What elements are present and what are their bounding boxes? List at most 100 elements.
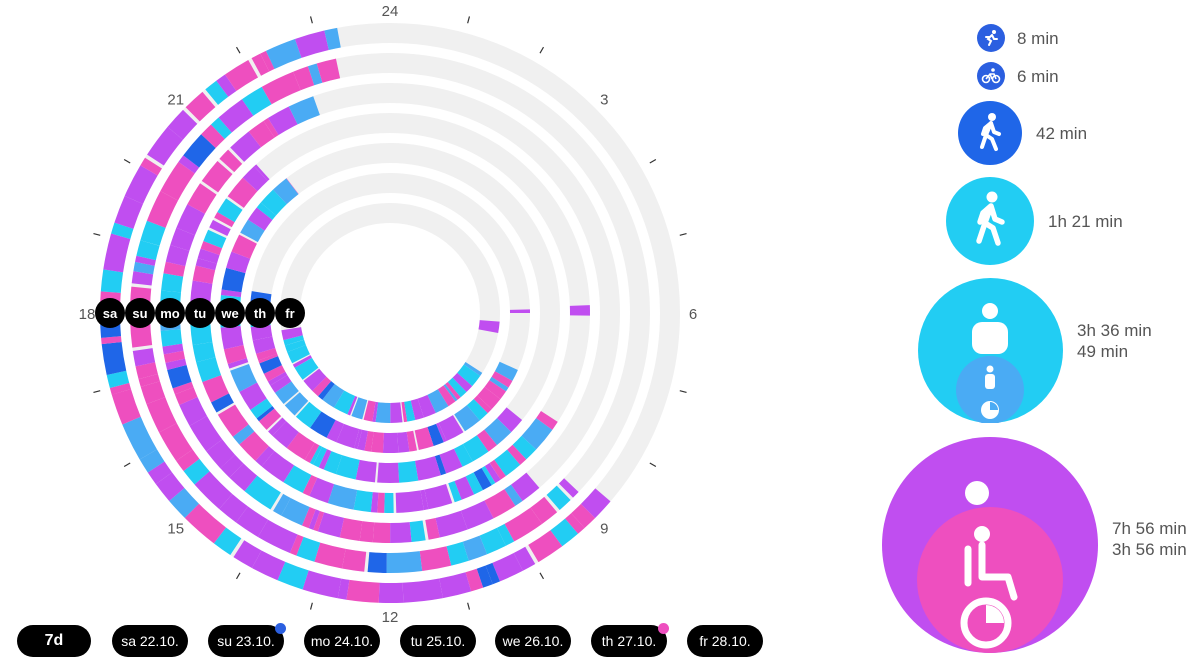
activity-segment — [390, 402, 403, 423]
activity-segment — [425, 518, 440, 540]
activity-segment — [217, 404, 249, 437]
activity-segment — [481, 465, 496, 486]
tab-day-su[interactable]: su 23.10. — [208, 623, 286, 657]
activity-segment — [239, 382, 267, 410]
activity-segment — [261, 450, 295, 483]
activity-segment — [225, 60, 259, 92]
activity-segment — [304, 442, 320, 463]
activity-segment — [230, 363, 258, 392]
activity-segment — [135, 255, 156, 266]
activity-segment — [140, 157, 162, 176]
activity-segment — [270, 375, 292, 393]
activity-segment — [489, 376, 509, 392]
activity-segment — [513, 546, 536, 571]
activity-segment — [409, 520, 426, 542]
day-ring-badge[interactable]: mo — [155, 298, 185, 328]
activity-segment — [528, 530, 563, 563]
hour-tick — [235, 572, 241, 580]
day-ring-badge[interactable]: tu — [185, 298, 215, 328]
activity-segment — [267, 106, 298, 136]
activity-segment — [179, 396, 208, 426]
activity-segment — [202, 375, 229, 403]
activity-segment — [165, 245, 190, 267]
tab-day-sa[interactable]: sa 22.10. — [112, 625, 188, 657]
activity-segment — [335, 455, 360, 480]
hour-tick — [649, 462, 657, 468]
activity-segment — [111, 388, 141, 425]
activity-segment — [435, 510, 468, 538]
activity-segment — [194, 471, 233, 510]
activity-segment — [135, 362, 158, 380]
activity-segment — [309, 477, 335, 504]
activity-segment — [287, 344, 311, 364]
activity-segment — [258, 408, 282, 430]
activity-segment — [309, 445, 323, 465]
activity-segment — [494, 449, 521, 476]
activity-segment — [390, 522, 412, 543]
hour-tick — [309, 16, 313, 24]
activity-segment — [427, 423, 444, 447]
legend-walking-fast: 42 min — [958, 101, 1087, 165]
walking-icon — [958, 101, 1022, 165]
tab-day-fr[interactable]: fr 28.10. — [687, 625, 763, 657]
day-ring-badge[interactable]: th — [245, 298, 275, 328]
activity-segment — [183, 458, 210, 485]
day-ring-label: we — [220, 306, 238, 321]
activity-segment — [138, 374, 160, 387]
activity-segment — [367, 552, 387, 573]
hour-label: 3 — [600, 92, 608, 109]
hour-label: 15 — [167, 520, 184, 537]
hour-label: 9 — [600, 520, 608, 537]
day-ring-badge[interactable]: fr — [275, 298, 305, 328]
activity-segment — [406, 430, 418, 452]
tab-day-th[interactable]: th 27.10. — [591, 623, 669, 657]
activity-segment — [252, 336, 276, 354]
activity-segment — [485, 562, 500, 585]
activity-segment — [484, 380, 506, 400]
day-ring-badge[interactable]: sa — [95, 298, 125, 328]
activity-segment — [203, 229, 227, 249]
activity-segment — [109, 382, 131, 395]
activity-segment — [460, 500, 494, 530]
day-ring-badge[interactable]: su — [125, 298, 155, 328]
day-ring-label: su — [132, 306, 147, 321]
activity-segment — [256, 347, 278, 361]
tab-day-mo[interactable]: mo 24.10. — [304, 625, 380, 657]
activity-segment — [439, 448, 463, 474]
activity-segment — [494, 361, 518, 381]
activity-segment — [147, 126, 183, 166]
tab-day-we[interactable]: we 26.10. — [495, 625, 571, 657]
activity-segment — [512, 435, 537, 460]
tab-day-tu[interactable]: tu 25.10. — [400, 625, 476, 657]
tab-7d[interactable]: 7d — [17, 625, 91, 657]
activity-segment — [250, 398, 273, 419]
hour-tick — [539, 46, 545, 54]
activity-segment — [410, 398, 424, 421]
activity-segment — [251, 53, 270, 76]
activity-segment — [242, 166, 268, 192]
activity-segment — [439, 572, 472, 599]
activity-segment — [114, 195, 143, 230]
activity-segment — [205, 80, 229, 105]
activity-segment — [302, 474, 318, 496]
hour-tick — [123, 158, 131, 164]
activity-segment — [337, 578, 350, 600]
activity-segment — [167, 364, 192, 389]
activity-segment — [339, 517, 363, 541]
activity-segment — [124, 165, 158, 205]
activity-segment — [216, 74, 237, 97]
activity-segment — [131, 271, 154, 286]
sitting-icon — [882, 437, 1098, 653]
day-ring-badge[interactable]: we — [215, 298, 245, 328]
activity-segment — [397, 431, 410, 453]
hour-label: 12 — [382, 609, 399, 626]
legend-running: 8 min — [977, 24, 1059, 52]
activity-segment — [492, 552, 523, 582]
activity-segment — [565, 513, 585, 534]
hour-label: 21 — [167, 92, 184, 109]
activity-segment — [201, 160, 233, 193]
activity-segment — [230, 131, 262, 163]
activity-segment — [403, 400, 416, 422]
legend-sitting-sub-duration: 3h 56 min — [1112, 540, 1187, 559]
activity-segment — [580, 488, 611, 519]
